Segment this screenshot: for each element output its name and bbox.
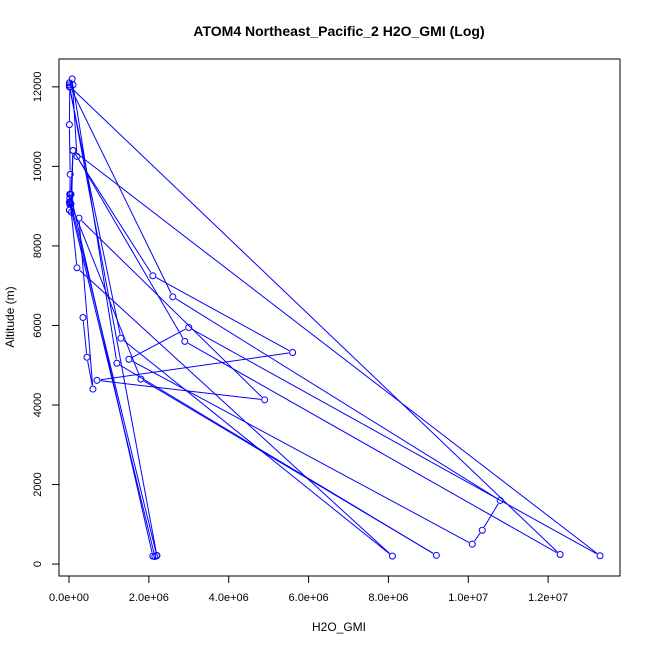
series-segment (74, 153, 152, 273)
data-point (66, 170, 74, 178)
data-point (468, 540, 476, 548)
data-point (66, 83, 74, 91)
data-point (261, 396, 269, 404)
data-point (388, 552, 396, 560)
y-tick-label: 12000 (32, 72, 44, 103)
y-tick-label: 2000 (32, 472, 44, 496)
data-point (432, 551, 440, 559)
data-point (79, 314, 87, 321)
x-tick-label: 2.0e+06 (129, 592, 169, 604)
series-segment (70, 197, 153, 553)
x-tick-label: 6.0e+06 (289, 592, 329, 604)
x-tick-label: 1.2e+07 (528, 592, 568, 604)
series-segment (87, 360, 93, 386)
x-axis: 0.0e+00 2.0e+06 4.0e+06 6.0e+06 8.0e+06 1.0e+… (49, 575, 568, 604)
x-tick-label: 4.0e+06 (209, 592, 249, 604)
data-point (67, 208, 75, 216)
data-point (137, 375, 145, 383)
x-tick-label: 0.0e+00 (49, 592, 89, 604)
data-point (75, 214, 83, 222)
y-tick-label: 10000 (32, 151, 44, 182)
series-segment (155, 277, 290, 352)
data-point (556, 551, 564, 559)
data-point (66, 194, 74, 202)
data-point (181, 337, 189, 345)
data-point (89, 385, 97, 393)
data-point (289, 348, 297, 356)
series-segment (78, 159, 184, 339)
series-segment (100, 380, 261, 400)
data-point (151, 553, 159, 561)
y-tick-label: 0 (32, 561, 44, 567)
series-segment (73, 88, 117, 360)
data-point (113, 359, 121, 367)
data-point (65, 198, 73, 206)
series-segment (71, 207, 157, 553)
series-segment (474, 533, 481, 542)
series-segment (69, 90, 121, 335)
y-tick-label: 4000 (32, 393, 44, 417)
series-segment (69, 88, 157, 552)
data-point (117, 334, 125, 342)
series-segment (69, 205, 155, 553)
data-point (73, 152, 81, 160)
data-point (496, 496, 504, 504)
series-segment (123, 340, 390, 555)
y-tick-label: 6000 (32, 313, 44, 337)
series-segment (82, 321, 88, 354)
data-point (93, 376, 101, 384)
data-point (66, 190, 74, 198)
data-point (73, 264, 81, 272)
data-point (478, 526, 486, 534)
y-axis-label: Altitude (m) (3, 286, 17, 347)
data-point (185, 323, 193, 331)
series-segment (81, 220, 263, 398)
series-segment (187, 342, 558, 554)
data-point (69, 146, 77, 154)
series-segment (72, 89, 558, 553)
series-layer (65, 75, 604, 561)
series-segment (483, 503, 499, 528)
data-point (65, 121, 73, 129)
data-point (68, 75, 76, 83)
chart-title: ATOM4 Northeast_Pacific_2 H2O_GMI (Log) (193, 23, 484, 39)
series-segment (131, 328, 186, 358)
data-point (83, 353, 91, 361)
data-point (149, 272, 157, 280)
series-segment (71, 90, 172, 294)
series-segment (71, 207, 140, 376)
series-segment (79, 269, 390, 554)
series-segment (75, 152, 598, 554)
series-segment (100, 352, 289, 381)
data-point (169, 293, 177, 301)
y-tick-label: 8000 (32, 234, 44, 258)
series-segment (71, 82, 78, 153)
series-segment (191, 328, 597, 555)
data-point (596, 552, 604, 560)
x-tick-label: 1.0e+07 (448, 592, 488, 604)
y-axis: 0 2000 4000 6000 8000 10000 12000 (32, 72, 60, 567)
x-axis-label: H2O_GMI (312, 620, 366, 634)
series-segment (78, 221, 94, 386)
x-tick-label: 8.0e+06 (368, 592, 408, 604)
data-point (65, 206, 73, 214)
series-segment (175, 298, 498, 499)
series-segment (143, 380, 434, 554)
data-point (125, 355, 133, 363)
